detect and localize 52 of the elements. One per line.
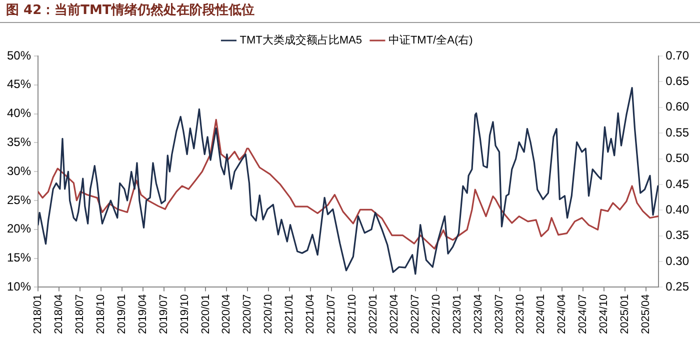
y2-tick-label: 0.30 — [666, 254, 690, 268]
x-tick-label: 2022/04 — [388, 294, 400, 334]
x-tick-label: 2019/07 — [158, 294, 170, 334]
x-tick-label: 2019/10 — [178, 294, 191, 334]
y2-tick-label: 0.45 — [666, 176, 690, 191]
y-tick-label: 45% — [6, 77, 32, 92]
x-tick-label: 2020/10 — [262, 294, 275, 334]
x-tick-label: 2023/10 — [514, 294, 526, 334]
y2-tick-label: 0.25 — [666, 280, 690, 294]
x-tick-label: 2022/10 — [430, 294, 442, 334]
legend-label: 中证TMT/全A(右) — [388, 34, 473, 47]
x-tick-label: 2020/04 — [220, 294, 233, 334]
y-tick-label: 35% — [6, 135, 32, 150]
x-tick-label: 2025/04 — [640, 294, 652, 334]
x-tick-label: 2020/01 — [200, 294, 212, 334]
y2-tick-label: 0.35 — [666, 228, 690, 242]
x-tick-label: 2021/04 — [304, 294, 317, 334]
x-tick-label: 2021/10 — [346, 294, 359, 334]
x-tick-label: 2023/04 — [472, 294, 484, 334]
y2-tick-label: 0.55 — [666, 125, 690, 140]
x-tick-label: 2018/01 — [32, 294, 44, 334]
x-tick-label: 2025/01 — [619, 294, 632, 334]
x-tick-label: 2024/04 — [556, 294, 568, 334]
x-tick-label: 2024/07 — [577, 294, 590, 334]
x-tick-label: 2024/10 — [598, 294, 610, 334]
y-tick-label: 30% — [6, 164, 32, 178]
x-tick-label: 2018/10 — [94, 294, 107, 334]
y2-tick-label: 0.70 — [666, 48, 690, 62]
y-tick-label: 20% — [6, 222, 32, 236]
y-tick-label: 10% — [6, 280, 32, 294]
y-tick-label: 25% — [6, 192, 32, 207]
x-tick-label: 2021/07 — [326, 294, 338, 334]
y-tick-label: 50% — [6, 48, 32, 62]
x-tick-label: 2018/07 — [74, 294, 86, 334]
x-tick-label: 2021/01 — [284, 294, 296, 334]
legend-label: TMT大类成交额占比MA5 — [240, 34, 362, 47]
y2-tick-label: 0.65 — [666, 74, 690, 88]
x-tick-label: 2022/07 — [409, 294, 422, 334]
y2-tick-label: 0.60 — [666, 100, 690, 114]
x-tick-label: 2018/04 — [53, 294, 66, 334]
y-tick-label: 15% — [6, 250, 32, 265]
y2-tick-label: 0.40 — [666, 202, 690, 216]
x-tick-label: 2019/01 — [116, 294, 128, 334]
chart-title: 图 42：当前TMT情绪仍然处在阶段性低位 — [0, 0, 700, 23]
x-tick-label: 2020/07 — [242, 294, 254, 334]
x-tick-label: 2023/07 — [493, 294, 506, 334]
x-tick-label: 2024/01 — [535, 294, 548, 334]
y2-tick-label: 0.50 — [666, 151, 690, 166]
y-tick-label: 40% — [6, 106, 32, 120]
x-tick-label: 2023/01 — [451, 294, 464, 334]
x-tick-label: 2019/04 — [136, 294, 149, 334]
x-tick-label: 2022/01 — [368, 294, 380, 334]
